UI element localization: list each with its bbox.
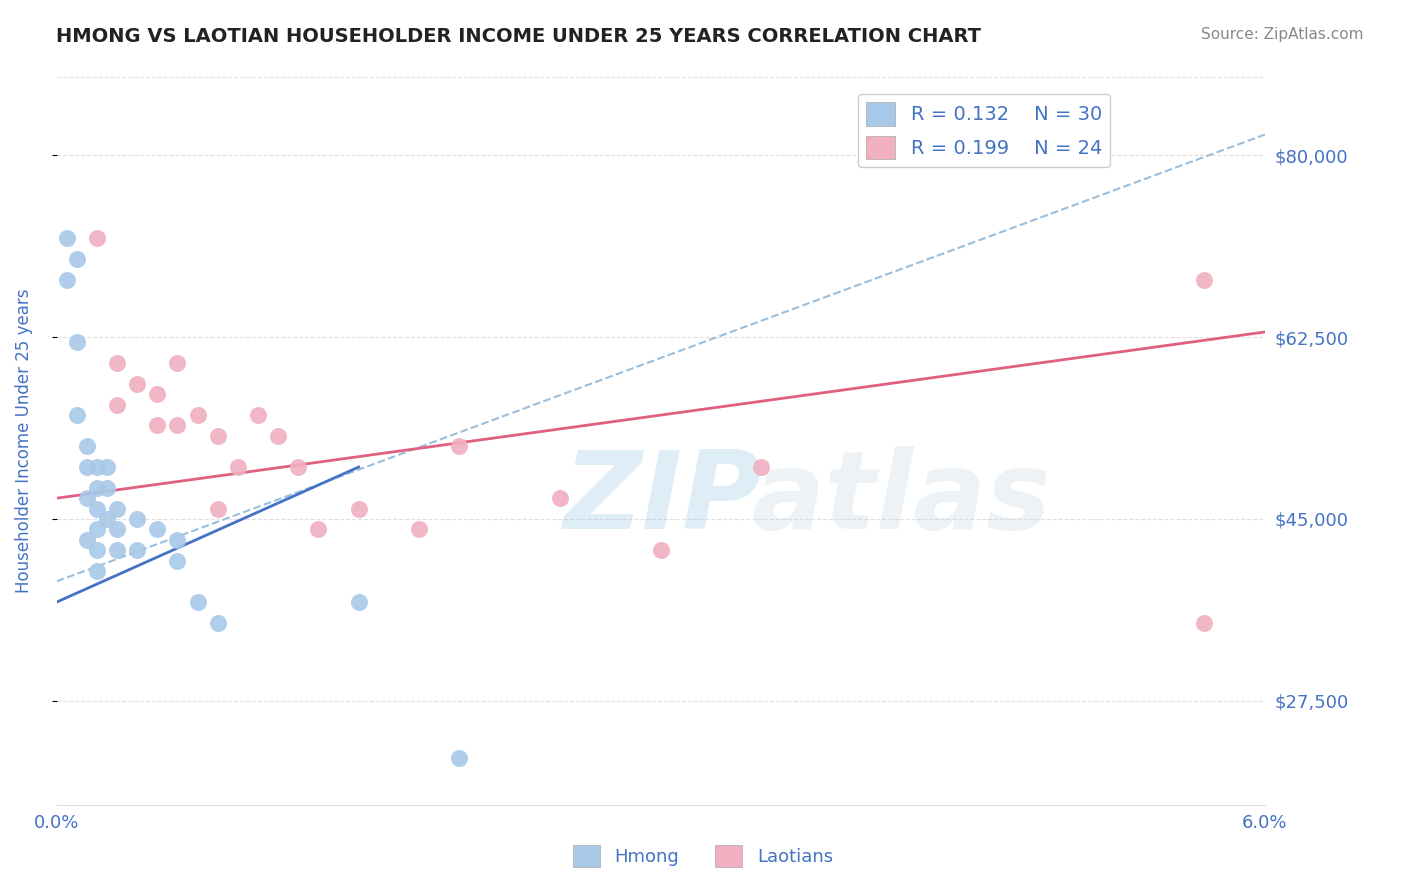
- Point: [86, 481, 108, 495]
- Point: [548, 491, 571, 506]
- Point: [105, 398, 128, 412]
- Point: [86, 501, 108, 516]
- Point: [207, 501, 229, 516]
- Text: Source: ZipAtlas.com: Source: ZipAtlas.com: [1201, 27, 1364, 42]
- Point: [226, 460, 249, 475]
- Point: [76, 533, 98, 547]
- Point: [267, 429, 290, 443]
- Point: [105, 501, 128, 516]
- Point: [650, 543, 672, 558]
- Point: [207, 615, 229, 630]
- Point: [187, 595, 209, 609]
- Point: [76, 439, 98, 453]
- Point: [751, 460, 773, 475]
- Point: [96, 512, 118, 526]
- Point: [105, 356, 128, 370]
- Point: [86, 543, 108, 558]
- Point: [347, 595, 370, 609]
- Y-axis label: Householder Income Under 25 years: Householder Income Under 25 years: [15, 289, 32, 593]
- Point: [166, 533, 188, 547]
- Text: atlas: atlas: [751, 446, 1050, 552]
- Point: [76, 491, 98, 506]
- Point: [86, 564, 108, 578]
- Point: [66, 335, 89, 350]
- Point: [105, 543, 128, 558]
- Point: [55, 273, 77, 287]
- Point: [86, 231, 108, 245]
- Point: [86, 522, 108, 536]
- Point: [96, 460, 118, 475]
- Point: [66, 252, 89, 267]
- Point: [105, 522, 128, 536]
- Point: [1194, 273, 1216, 287]
- Text: HMONG VS LAOTIAN HOUSEHOLDER INCOME UNDER 25 YEARS CORRELATION CHART: HMONG VS LAOTIAN HOUSEHOLDER INCOME UNDE…: [56, 27, 981, 45]
- Point: [55, 231, 77, 245]
- Point: [146, 418, 169, 433]
- Point: [76, 460, 98, 475]
- Point: [166, 418, 188, 433]
- Point: [449, 751, 471, 765]
- Point: [66, 408, 89, 422]
- Point: [449, 439, 471, 453]
- Point: [246, 408, 269, 422]
- Point: [307, 522, 329, 536]
- Point: [127, 543, 149, 558]
- Point: [146, 387, 169, 401]
- Point: [166, 356, 188, 370]
- Point: [86, 460, 108, 475]
- Point: [207, 429, 229, 443]
- Text: ZIP: ZIP: [564, 446, 762, 552]
- Point: [347, 501, 370, 516]
- Legend: R = 0.132    N = 30, R = 0.199    N = 24: R = 0.132 N = 30, R = 0.199 N = 24: [859, 95, 1111, 167]
- Point: [187, 408, 209, 422]
- Point: [127, 376, 149, 391]
- Point: [408, 522, 430, 536]
- Point: [287, 460, 309, 475]
- Legend: Hmong, Laotians: Hmong, Laotians: [565, 838, 841, 874]
- Point: [146, 522, 169, 536]
- Point: [1194, 615, 1216, 630]
- Point: [127, 512, 149, 526]
- Point: [166, 553, 188, 567]
- Point: [96, 481, 118, 495]
